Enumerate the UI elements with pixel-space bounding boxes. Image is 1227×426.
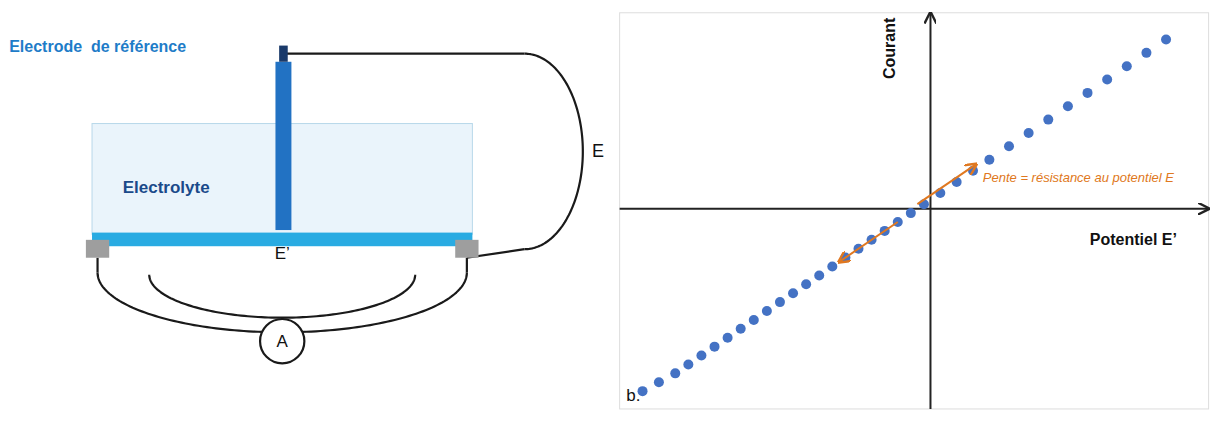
y-label: Courant <box>881 17 898 79</box>
slope-arrow <box>839 222 898 262</box>
wire <box>283 53 524 55</box>
ammeter <box>260 319 304 363</box>
point <box>670 368 680 378</box>
point <box>1063 101 1073 111</box>
wire-arc <box>525 54 583 250</box>
point <box>723 333 733 343</box>
point <box>827 262 837 272</box>
point <box>762 306 772 316</box>
diagram: Electrode de référence Electrolyte E E’ A <box>9 38 604 363</box>
gray-connector <box>455 240 478 258</box>
point <box>1122 61 1132 71</box>
slope-annotation: Pente = résistance au potentiel E <box>983 170 1174 185</box>
point <box>814 270 824 280</box>
electrode-rod <box>275 62 291 230</box>
wire <box>96 258 98 273</box>
point <box>1043 115 1053 125</box>
gray-connector <box>86 240 109 258</box>
point <box>1102 75 1112 85</box>
point <box>1141 48 1151 58</box>
point <box>984 155 994 165</box>
point <box>801 279 811 289</box>
point <box>1004 141 1014 151</box>
electrode-label: Electrode de référence <box>9 38 186 55</box>
y-axis <box>929 13 931 409</box>
wire-bowl-inner <box>149 275 415 318</box>
label-e-prime: E’ <box>275 244 290 263</box>
point <box>1024 128 1034 138</box>
point <box>775 297 785 307</box>
point <box>654 377 664 387</box>
wire <box>466 258 468 273</box>
electrolyte-label: Electrolyte <box>123 178 210 197</box>
point <box>1083 88 1093 98</box>
points <box>638 34 1172 396</box>
point <box>696 351 706 361</box>
point <box>1161 34 1171 44</box>
point <box>683 359 693 369</box>
electrode-cap <box>279 46 288 62</box>
scatter-chart: Potentiel E’ Courant Pente = résistance au… <box>620 13 1209 409</box>
panel-label: b. <box>626 386 640 405</box>
x-label: Potentiel E’ <box>1090 231 1177 248</box>
figure: Electrode de référence Electrolyte E E’ A Pot… <box>0 0 1227 426</box>
label-e: E <box>592 141 604 161</box>
point <box>788 288 798 298</box>
point <box>749 315 759 325</box>
point <box>906 208 916 218</box>
point <box>710 342 720 352</box>
label-a: A <box>277 332 289 351</box>
plot-frame <box>620 13 1209 409</box>
point <box>736 324 746 334</box>
slope-arrow <box>917 164 976 204</box>
